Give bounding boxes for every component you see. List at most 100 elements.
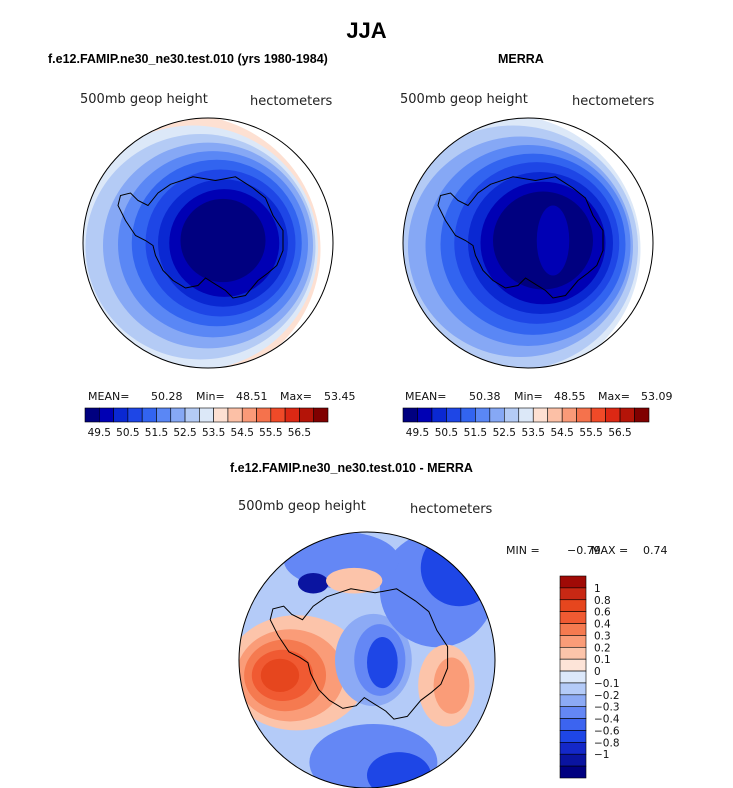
obs-mean-value: 50.38: [469, 390, 501, 403]
figure-title: JJA: [346, 18, 387, 43]
difference-colorbar-cell-11: [559, 706, 587, 719]
difference-antarctica-outline: [269, 588, 449, 720]
difference-colorbar-cell-12: [559, 718, 587, 731]
model-units-label: hectometers: [250, 94, 333, 109]
model-colorbar-cell-5: [156, 407, 172, 423]
model-max-value: 53.45: [324, 390, 356, 403]
difference-colorbar-tick-10: −0.3: [594, 702, 620, 714]
model-colorbar-cell-13: [270, 407, 286, 423]
difference-colorbar-tick-0: 1: [594, 583, 601, 595]
obs-colorbar-tick-4: 53.5: [522, 427, 545, 439]
obs-colorbar-cell-16: [634, 407, 650, 423]
model-colorbar-tick-5: 54.5: [231, 427, 254, 439]
difference-colorbar-cell-9: [559, 682, 587, 696]
model-antarctica-outline: [117, 176, 284, 299]
model-colorbar-cell-16: [313, 407, 329, 423]
difference-colorbar-tick-1: 0.8: [594, 595, 611, 607]
obs-colorbar-tick-5: 54.5: [550, 427, 573, 439]
difference-anomaly-7: [367, 636, 398, 689]
difference-colorbar-tick-13: −0.8: [594, 737, 620, 749]
model-colorbar-tick-2: 51.5: [145, 427, 168, 439]
obs-antarctica-outline: [437, 176, 604, 299]
model-colorbar-cell-7: [184, 407, 200, 423]
obs-min-label: Min=: [514, 390, 543, 403]
difference-colorbar-tick-9: −0.2: [594, 690, 620, 702]
difference-colorbar-cell-5: [559, 635, 587, 648]
difference-panel-title: f.e12.FAMIP.ne30_ne30.test.010 - MERRA: [230, 461, 473, 475]
obs-colorbar-cell-14: [605, 407, 621, 423]
difference-max-label: MAX =: [591, 544, 629, 557]
model-colorbar-cell-3: [127, 407, 143, 423]
difference-variable-label: 500mb geop height: [238, 499, 366, 514]
obs-colorbar-cell-6: [489, 407, 505, 423]
obs-colorbar-tick-7: 56.5: [608, 427, 631, 439]
obs-max-label: Max=: [598, 390, 630, 403]
obs-panel-title: MERRA: [498, 52, 544, 66]
difference-colorbar-cell-4: [559, 623, 587, 636]
difference-colorbar-tick-8: −0.1: [594, 678, 620, 690]
model-colorbar-tick-4: 53.5: [202, 427, 225, 439]
obs-min-value: 48.55: [554, 390, 586, 403]
model-colorbar-cell-15: [299, 407, 315, 423]
obs-colorbar-cell-2: [431, 407, 447, 423]
difference-units-label: hectometers: [410, 502, 493, 517]
difference-map-border: [238, 531, 496, 788]
difference-colorbar-tick-4: 0.3: [594, 630, 611, 642]
model-colorbar-cell-0: [84, 407, 100, 423]
difference-colorbar-cell-2: [559, 599, 587, 612]
model-variable-label: 500mb geop height: [80, 92, 208, 107]
difference-colorbar-tick-12: −0.6: [594, 725, 620, 737]
difference-colorbar-cell-14: [559, 742, 587, 755]
model-colorbar-cell-11: [241, 407, 257, 423]
obs-colorbar-cell-7: [503, 407, 520, 423]
obs-colorbar-cell-9: [532, 407, 549, 423]
difference-anomaly-4: [260, 658, 300, 692]
model-colorbar-cell-12: [256, 407, 272, 423]
obs-map-border: [402, 117, 654, 369]
model-colorbar-tick-0: 49.5: [88, 427, 111, 439]
difference-colorbar-tick-3: 0.4: [594, 619, 611, 631]
obs-variable-label: 500mb geop height: [400, 92, 528, 107]
model-mean-value: 50.28: [151, 390, 183, 403]
difference-colorbar-tick-14: −1: [594, 749, 609, 761]
model-colorbar-cell-14: [284, 407, 300, 423]
difference-colorbar-cell-6: [559, 646, 587, 660]
difference-colorbar-cell-3: [559, 611, 587, 624]
obs-colorbar-cell-13: [590, 407, 606, 423]
obs-secondary-low: [536, 205, 570, 276]
difference-colorbar-tick-5: 0.2: [594, 642, 611, 654]
model-band-9: [180, 198, 266, 283]
obs-colorbar-tick-1: 50.5: [435, 427, 458, 439]
model-colorbar-cell-8: [199, 407, 214, 423]
model-colorbar-cell-4: [141, 407, 157, 423]
difference-colorbar-cell-1: [559, 587, 587, 601]
model-panel-title: f.e12.FAMIP.ne30_ne30.test.010 (yrs 1980…: [48, 52, 328, 66]
model-colorbar-tick-7: 56.5: [288, 427, 311, 439]
model-min-label: Min=: [196, 390, 225, 403]
model-max-label: Max=: [280, 390, 312, 403]
model-colorbar-cell-2: [113, 407, 129, 423]
obs-colorbar-cell-10: [547, 407, 563, 423]
difference-colorbar-cell-16: [559, 765, 587, 779]
difference-colorbar-cell-10: [559, 694, 587, 708]
obs-colorbar-cell-15: [619, 407, 635, 423]
obs-colorbar-tick-3: 52.5: [493, 427, 516, 439]
model-colorbar-cell-1: [98, 407, 114, 423]
obs-colorbar-tick-2: 51.5: [464, 427, 487, 439]
difference-colorbar-tick-7: 0: [594, 666, 601, 678]
model-colorbar-tick-6: 55.5: [259, 427, 282, 439]
obs-colorbar-cell-3: [446, 407, 462, 423]
difference-colorbar-cell-8: [559, 670, 587, 684]
obs-colorbar-cell-12: [576, 407, 592, 423]
obs-colorbar-cell-8: [518, 407, 534, 423]
obs-mean-label: MEAN=: [405, 390, 447, 403]
obs-colorbar-tick-0: 49.5: [406, 427, 429, 439]
obs-colorbar-tick-6: 55.5: [579, 427, 602, 439]
obs-colorbar-cell-0: [402, 407, 418, 423]
model-colorbar-cell-9: [213, 407, 229, 423]
difference-max-value: 0.74: [643, 544, 668, 557]
difference-colorbar-cell-13: [559, 730, 587, 743]
difference-anomaly-15: [433, 657, 470, 714]
